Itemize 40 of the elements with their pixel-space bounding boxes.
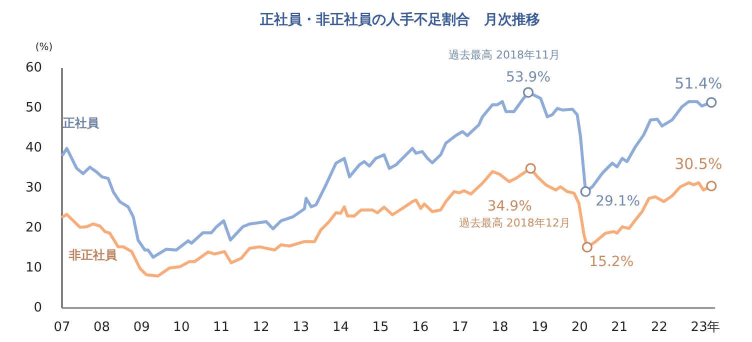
y-axis-title: (%) xyxy=(35,42,53,53)
series-label: 非正社員 xyxy=(68,248,118,262)
x-tick-label: 11 xyxy=(212,320,230,335)
x-tick-label: 23 xyxy=(690,320,708,335)
x-tick-label: 18 xyxy=(492,320,508,335)
x-tick-label: 13 xyxy=(292,320,310,335)
x-axis-title: 年 xyxy=(707,320,720,335)
annotation: 30.5% xyxy=(674,155,722,173)
annotation: 29.1% xyxy=(596,194,640,210)
point xyxy=(706,97,717,108)
y-tick-label: 30 xyxy=(25,180,42,196)
point xyxy=(522,87,534,98)
x-tick-label: 17 xyxy=(452,320,468,335)
text: 過去最高 2018年11月 xyxy=(448,48,560,62)
annotation: 53.9% xyxy=(506,69,550,86)
chart-title: 正社員・非正社員の人手不足割合 月次推移 xyxy=(259,11,540,28)
x-tick-label: 08 xyxy=(94,320,110,335)
annotation: 34.9% xyxy=(487,198,532,214)
annotation: 15.2% xyxy=(589,254,634,270)
x-tick-label: 14 xyxy=(332,320,349,335)
x-tick-label: 16 xyxy=(412,320,429,335)
x-tick-label: 07 xyxy=(54,320,70,335)
y-tick-label: 20 xyxy=(25,220,42,236)
annotation: 過去最高 2018年12月 xyxy=(458,216,570,230)
y-tick-label: 10 xyxy=(25,260,42,276)
annotation: 51.4% xyxy=(674,74,722,92)
x-tick-label: 15 xyxy=(372,320,389,335)
x-tick-label: 12 xyxy=(252,320,270,335)
x-tick-label: 10 xyxy=(173,320,190,335)
x-tick-label: 19 xyxy=(532,320,548,335)
y-tick-label: 40 xyxy=(25,140,42,156)
y-tick-label: 60 xyxy=(25,60,42,76)
x-tick-label: 09 xyxy=(133,320,150,335)
x-tick-label: 21 xyxy=(611,320,628,335)
x-tick-label: 22 xyxy=(650,320,668,335)
point xyxy=(580,186,591,197)
y-tick-label: 0 xyxy=(34,300,42,316)
series-label: 正社員 xyxy=(62,116,100,130)
y-tick-label: 50 xyxy=(25,100,42,116)
x-tick-label: 20 xyxy=(571,320,588,335)
